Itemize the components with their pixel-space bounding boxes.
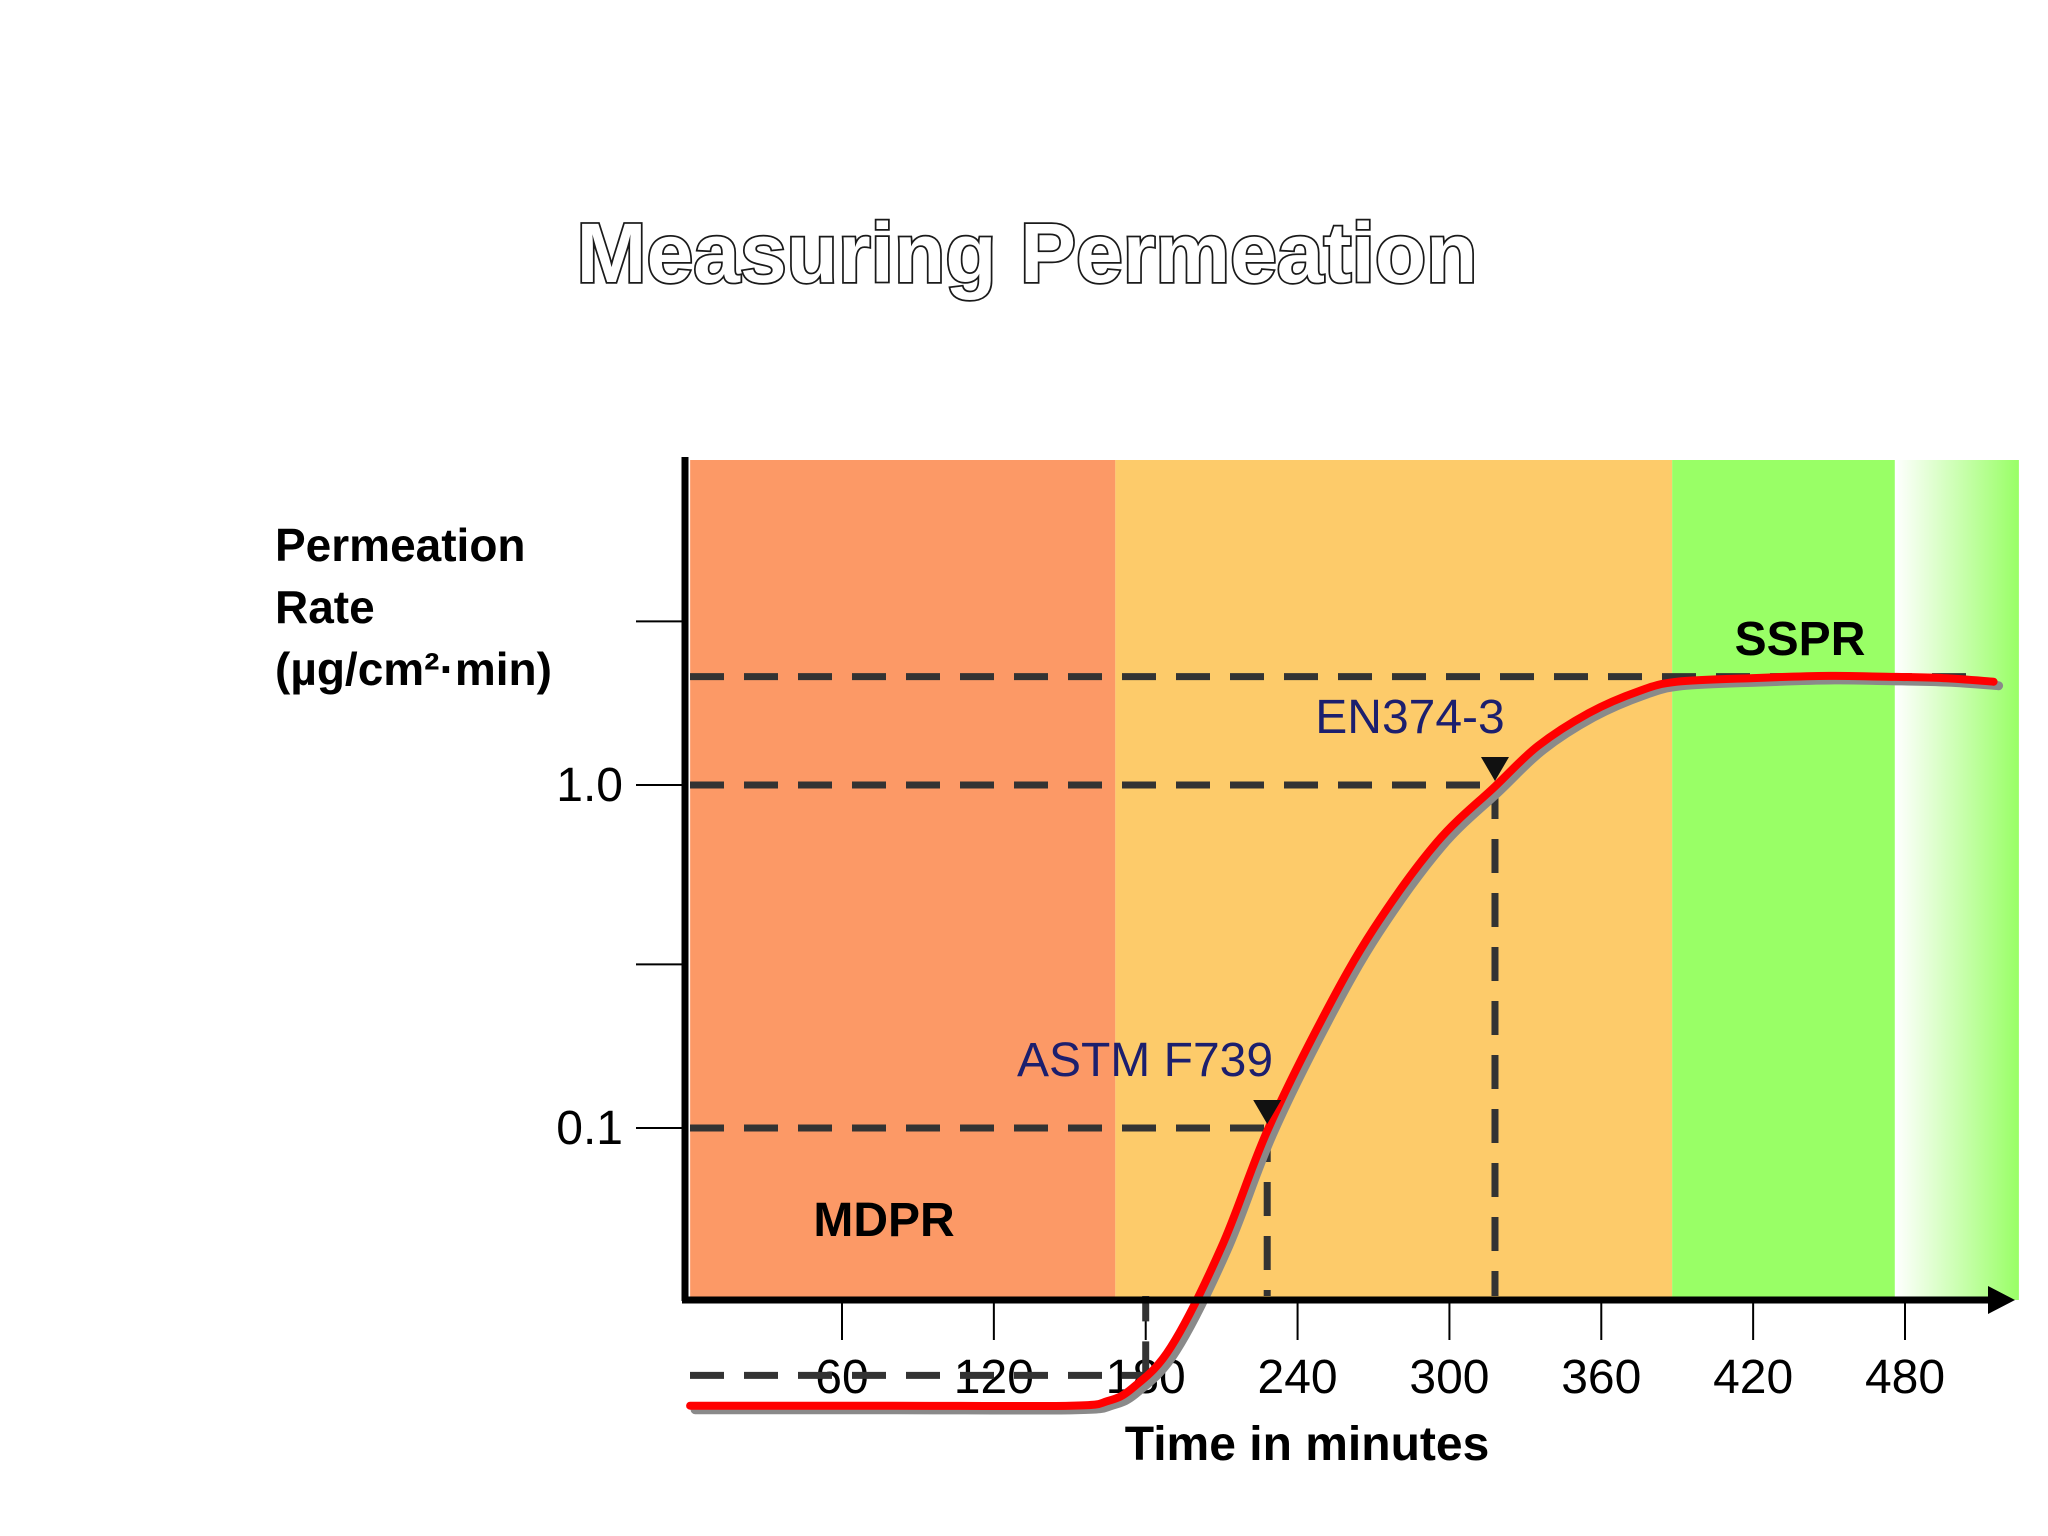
x-tick-label: 420 bbox=[1713, 1351, 1793, 1404]
astm-f739-marker bbox=[1253, 1100, 1282, 1124]
y-tick-label: 1.0 bbox=[556, 759, 623, 812]
y-tick-label: 0.1 bbox=[556, 1102, 623, 1155]
x-tick-label: 300 bbox=[1409, 1351, 1489, 1404]
zone-early bbox=[690, 460, 1116, 1300]
y-axis-label-line-1: Permeation bbox=[275, 519, 526, 571]
en374-3-marker bbox=[1480, 757, 1509, 781]
x-axis-ticks: 60 120 180 240 300 360 420 480 bbox=[815, 1300, 1945, 1404]
zone-steady-fade bbox=[1894, 460, 2019, 1300]
zone-mid bbox=[1115, 460, 1673, 1300]
astm-f739-label: ASTM F739 bbox=[1017, 1034, 1273, 1087]
zone-steady bbox=[1672, 460, 1895, 1300]
permeation-curve-shadow bbox=[690, 675, 2004, 1415]
x-tick-label: 360 bbox=[1561, 1351, 1641, 1404]
x-tick-label: 240 bbox=[1258, 1351, 1338, 1404]
sspr-label: SSPR bbox=[1735, 613, 1866, 666]
mdpr-label: MDPR bbox=[813, 1194, 954, 1247]
y-axis-label-line-3: (µg/cm²·min) bbox=[275, 643, 552, 695]
y-axis-label-line-2: Rate bbox=[275, 581, 375, 633]
y-axis-ticks: 0.1 1.0 bbox=[556, 620, 685, 1155]
x-axis-label: Time in minutes bbox=[1125, 1418, 1490, 1471]
en374-3-label: EN374-3 bbox=[1315, 691, 1504, 744]
x-axis-arrowhead bbox=[1988, 1286, 2015, 1314]
background-zones bbox=[690, 460, 2019, 1300]
permeation-curve bbox=[686, 671, 1998, 1411]
chart-title: Measuring Permeation bbox=[577, 206, 1478, 300]
x-tick-label: 480 bbox=[1865, 1351, 1945, 1404]
